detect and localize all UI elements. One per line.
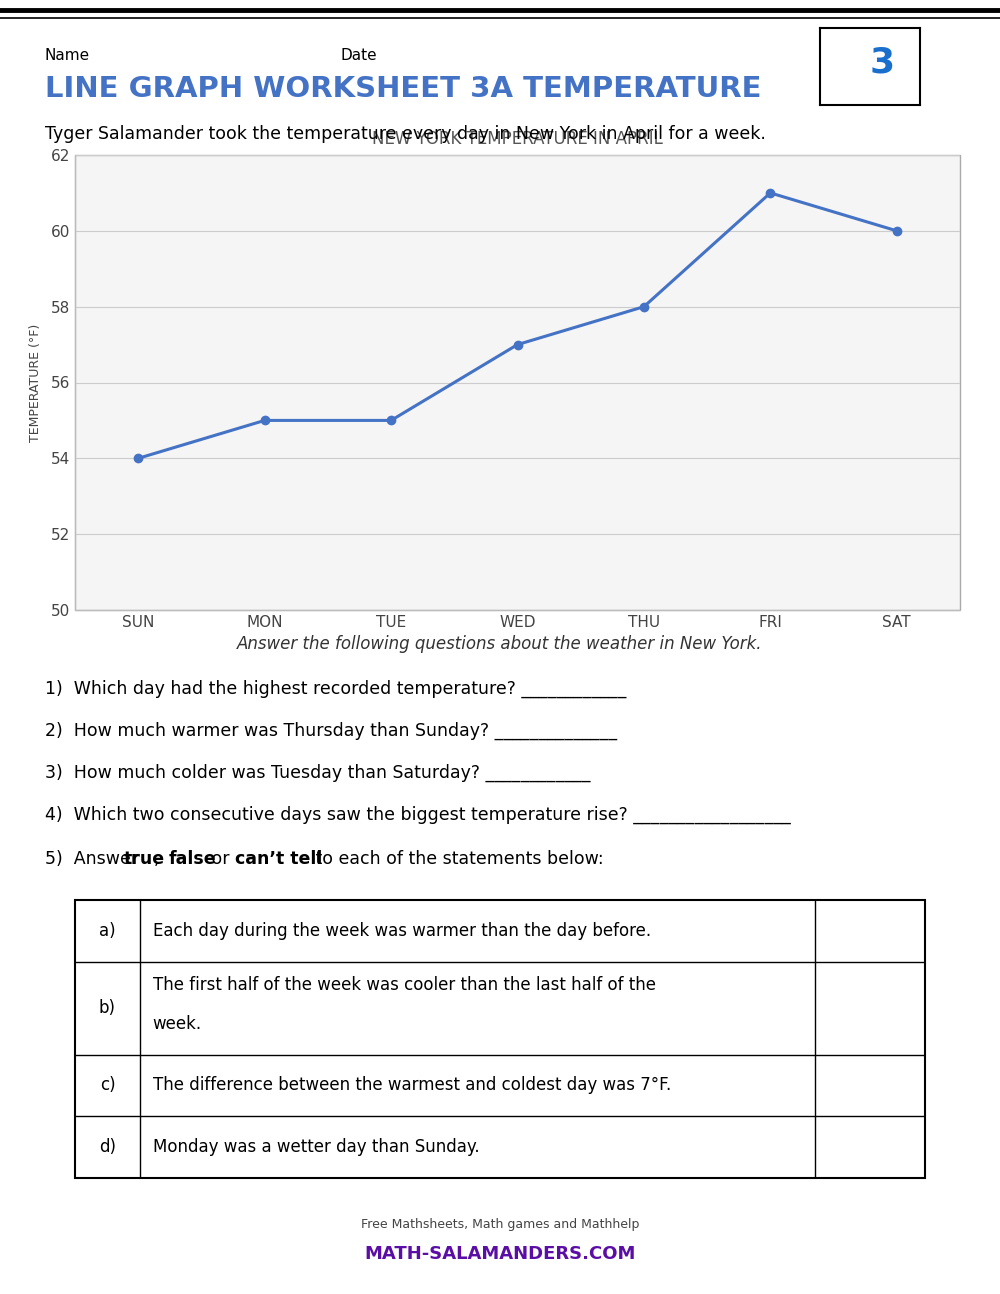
Text: week.: week. [153, 1014, 202, 1033]
Text: Each day during the week was warmer than the day before.: Each day during the week was warmer than… [153, 921, 651, 939]
Text: to each of the statements below:: to each of the statements below: [310, 850, 604, 868]
Text: The difference between the warmest and coldest day was 7°F.: The difference between the warmest and c… [153, 1077, 671, 1095]
Text: Date: Date [340, 48, 377, 63]
Text: Monday was a wetter day than Sunday.: Monday was a wetter day than Sunday. [153, 1139, 479, 1156]
Text: 5)  Answer: 5) Answer [45, 850, 144, 868]
Text: ,: , [154, 850, 165, 868]
Text: false: false [169, 850, 216, 868]
Text: 3)  How much colder was Tuesday than Saturday? ____________: 3) How much colder was Tuesday than Satu… [45, 763, 590, 783]
Text: Name: Name [45, 48, 90, 63]
Text: 1)  Which day had the highest recorded temperature? ____________: 1) Which day had the highest recorded te… [45, 681, 626, 699]
Text: 2)  How much warmer was Thursday than Sunday? ______________: 2) How much warmer was Thursday than Sun… [45, 722, 617, 740]
Text: 4)  Which two consecutive days saw the biggest temperature rise? _______________: 4) Which two consecutive days saw the bi… [45, 806, 791, 824]
Y-axis label: TEMPERATURE (°F): TEMPERATURE (°F) [29, 324, 42, 441]
Title: NEW YORK TEMPERATURE IN APRIL: NEW YORK TEMPERATURE IN APRIL [372, 129, 663, 148]
Text: b): b) [99, 999, 116, 1017]
Text: true: true [124, 850, 165, 868]
Text: 3: 3 [869, 45, 895, 80]
Text: Answer the following questions about the weather in New York.: Answer the following questions about the… [237, 635, 763, 653]
Bar [75, 155, 960, 609]
Text: or: or [206, 850, 235, 868]
Text: Free Mathsheets, Math games and Mathhelp: Free Mathsheets, Math games and Mathhelp [361, 1218, 639, 1231]
Text: The first half of the week was cooler than the last half of the: The first half of the week was cooler th… [153, 976, 656, 994]
Text: a): a) [99, 921, 116, 939]
Text: can’t tell: can’t tell [235, 850, 322, 868]
Text: MATH-SALAMANDERS.COM: MATH-SALAMANDERS.COM [364, 1245, 636, 1263]
Text: c): c) [100, 1077, 115, 1095]
Text: d): d) [99, 1139, 116, 1156]
Text: LINE GRAPH WORKSHEET 3A TEMPERATURE: LINE GRAPH WORKSHEET 3A TEMPERATURE [45, 75, 762, 104]
Text: Tyger Salamander took the temperature every day in New York in April for a week.: Tyger Salamander took the temperature ev… [45, 126, 766, 144]
